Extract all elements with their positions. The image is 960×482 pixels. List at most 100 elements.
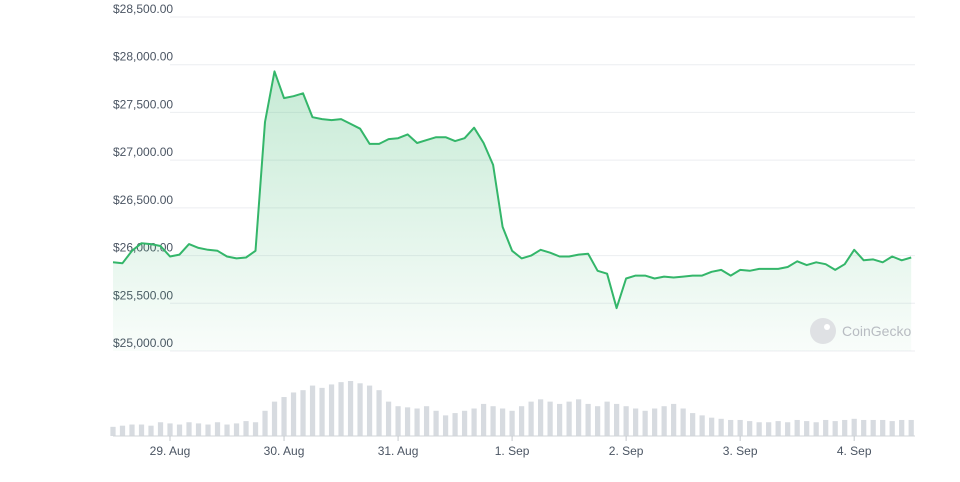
plot: $25,000.00$25,500.00$26,000.00$26,500.00… <box>110 2 915 458</box>
volume-bar <box>366 385 373 436</box>
x-tick-label: 30. Aug <box>264 444 305 458</box>
volume-bar <box>452 413 458 436</box>
volume-bar <box>461 410 468 436</box>
volume-bar <box>652 408 658 436</box>
volume-bar <box>357 383 363 436</box>
x-tick-label: 29. Aug <box>150 444 191 458</box>
volume-bar <box>167 423 173 436</box>
volume-bar <box>414 408 420 436</box>
volume-bar <box>423 406 430 436</box>
volume-bar <box>680 408 686 436</box>
volume-bar <box>176 424 183 436</box>
volume-bar <box>347 381 354 436</box>
volume-bar <box>661 406 667 436</box>
price-line <box>112 70 912 310</box>
volume-bar <box>899 419 905 436</box>
volume-bar <box>756 422 762 436</box>
volume-bar <box>614 403 620 436</box>
volume-bar <box>395 406 401 436</box>
volume-bar <box>595 406 601 436</box>
x-tick-label: 4. Sep <box>837 444 872 458</box>
volume-bar <box>518 406 525 436</box>
volume-bar <box>129 424 135 436</box>
volume-bar <box>214 422 221 436</box>
y-tick-label: $27,000.00 <box>113 145 173 159</box>
volume-bar <box>271 401 278 436</box>
volume-bar <box>243 421 249 436</box>
volume-bar <box>442 415 449 436</box>
volume-bar <box>794 419 800 436</box>
volume-bar <box>633 408 639 436</box>
volume-bar <box>642 410 648 436</box>
volume-bar <box>385 401 392 436</box>
volume-bar <box>433 410 439 436</box>
volume-bar <box>471 408 477 436</box>
x-tick-label: 31. Aug <box>378 444 419 458</box>
volume-bar <box>747 421 753 436</box>
volume-bar <box>709 417 715 436</box>
area <box>113 71 912 352</box>
volume-bar <box>338 382 344 436</box>
volume-bar <box>233 423 240 436</box>
volume-bar <box>537 399 544 436</box>
volume-bar <box>718 418 724 436</box>
x-tick-label: 1. Sep <box>495 444 530 458</box>
volume-bar <box>186 422 192 436</box>
volume-bar <box>224 424 230 436</box>
volume-bar <box>309 385 316 436</box>
volume-bar <box>404 407 411 436</box>
volume-bar <box>889 421 895 436</box>
watermark-text: CoinGecko <box>842 323 911 339</box>
volume-bar <box>832 421 838 436</box>
volume-bar <box>690 413 696 436</box>
volume-bar <box>205 424 211 436</box>
volume-bar <box>138 424 145 436</box>
volume-bar <box>262 410 268 436</box>
volume-bar <box>623 406 629 436</box>
volume-bar <box>509 410 515 436</box>
volume-bar <box>480 403 487 436</box>
volume-bar <box>119 425 126 436</box>
volume-bar <box>604 401 610 436</box>
volume-bar <box>766 422 772 436</box>
volume-bar <box>148 425 154 436</box>
volume-bar <box>252 422 259 436</box>
volume-bar <box>842 419 848 436</box>
volume-bar <box>157 422 164 436</box>
x-tick-label: 2. Sep <box>609 444 644 458</box>
volume-bar <box>880 419 886 436</box>
volume-bar <box>556 403 563 436</box>
volume-bar <box>328 384 335 436</box>
y-tick-label: $28,000.00 <box>113 50 173 64</box>
volume-bar <box>376 390 382 436</box>
volume-bar <box>566 401 572 436</box>
volume-bar <box>870 419 876 436</box>
watermark: CoinGecko <box>810 318 911 344</box>
x-tick-label: 3. Sep <box>723 444 758 458</box>
volume-bar <box>823 419 829 436</box>
volume-bar <box>908 419 914 436</box>
volume-bar <box>804 421 810 436</box>
volume-bar <box>110 426 116 436</box>
volume-bar <box>528 401 534 436</box>
volume-bar <box>813 422 819 436</box>
volume-bar <box>737 419 743 436</box>
volume-bar <box>861 419 867 436</box>
volume-bar <box>785 422 791 436</box>
volume-bar <box>547 401 553 436</box>
volume-bar <box>195 423 202 436</box>
volume-bar <box>576 399 582 436</box>
y-tick-label: $27,500.00 <box>113 97 173 111</box>
volume-bar <box>728 419 734 436</box>
volume-bar <box>300 390 306 436</box>
y-tick-label: $26,500.00 <box>113 193 173 207</box>
volume-bar <box>319 387 325 436</box>
volume-bar <box>775 421 781 436</box>
volume-bar <box>499 408 506 436</box>
volume-bar <box>290 392 297 436</box>
volume-bar <box>281 397 287 436</box>
volume-bar <box>490 406 496 436</box>
y-tick-label: $28,500.00 <box>113 2 173 16</box>
volume-bar <box>699 415 705 436</box>
